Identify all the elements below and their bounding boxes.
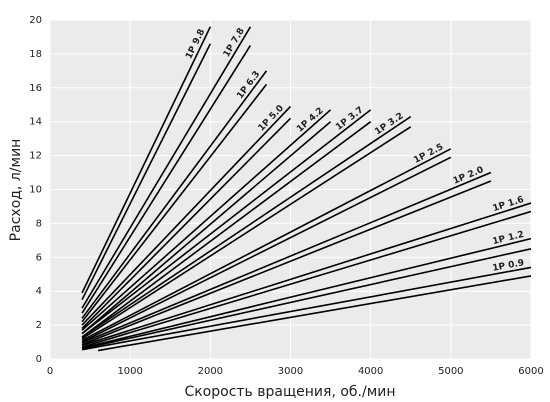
y-axis-label: Расход, л/мин [8,139,24,242]
data-line [81,237,532,349]
y-tick-label: 4 [36,286,42,297]
data-line [81,43,212,301]
data-line [81,156,452,343]
data-line [97,275,532,352]
data-line [81,121,332,335]
x-tick-label: 0 [47,366,53,377]
x-axis-label: Скорость вращения, об./мин [184,384,395,400]
y-tick-label: 12 [29,151,42,162]
data-line [81,117,292,330]
data-line [81,121,372,338]
data-line [81,180,492,346]
data-line [81,83,268,323]
data-line [81,210,532,348]
x-tick-label: 5000 [438,366,463,377]
y-tick-label: 0 [36,354,42,365]
data-line [81,109,372,335]
data-line [81,115,412,338]
y-tick-label: 6 [36,252,42,263]
y-tick-label: 14 [29,117,42,128]
y-tick-label: 16 [29,83,42,94]
data-line [81,44,252,314]
data-line [81,105,292,326]
y-tick-label: 10 [29,185,42,196]
data-line [81,171,492,344]
x-tick-label: 4000 [358,366,383,377]
data-line [81,109,332,331]
data-line [81,148,452,342]
data-line [81,202,532,347]
data-line [81,70,268,319]
x-tick-label: 2000 [198,366,223,377]
data-line [81,266,532,351]
data-line [81,126,412,340]
y-tick-label: 8 [36,218,42,229]
y-tick-label: 2 [36,320,42,331]
data-line [81,26,212,294]
y-tick-label: 18 [29,49,42,60]
data-line [81,26,252,309]
y-tick-label: 20 [29,15,42,26]
x-tick-label: 6000 [518,366,543,377]
x-tick-label: 3000 [278,366,303,377]
x-tick-label: 1000 [117,366,142,377]
data-line [81,248,532,350]
